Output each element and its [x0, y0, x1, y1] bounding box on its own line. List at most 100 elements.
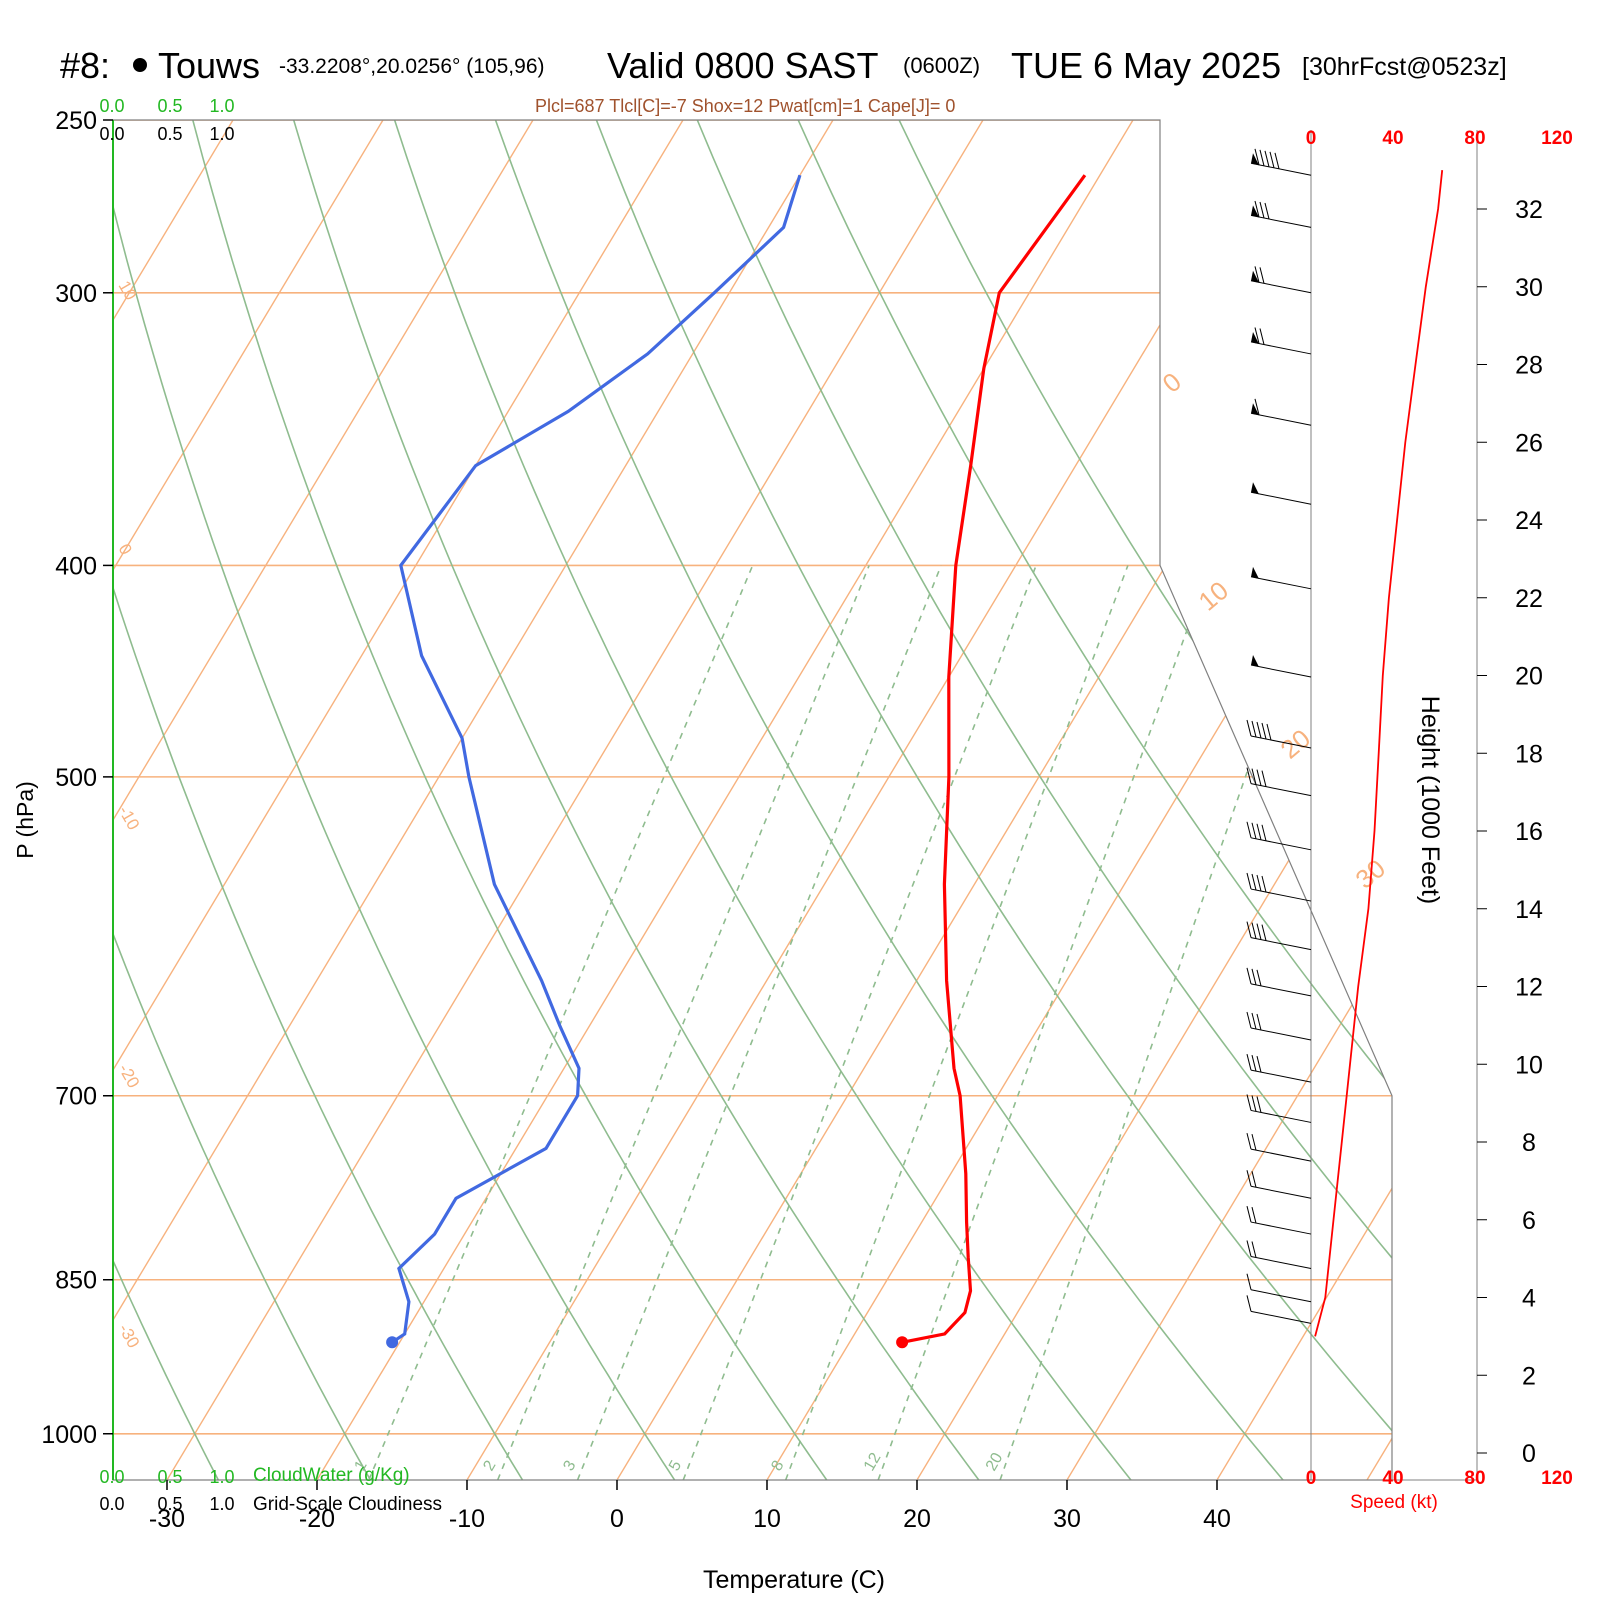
isotherm-label: 10: [1193, 575, 1234, 617]
mixing-ratio-line: [576, 565, 942, 1480]
wind-barb-icon: [1246, 1273, 1312, 1303]
cloudiness-tick-top: 0.0: [99, 124, 124, 144]
isotherm-label: -20: [115, 1061, 144, 1092]
barb-feather: [1261, 875, 1267, 893]
isotherm-line: [1517, 120, 1600, 1480]
diagram-grid: [0, 120, 1600, 1480]
speed-tick-top: 0: [1306, 128, 1317, 149]
barb-staff: [1250, 1221, 1312, 1235]
cloudwater-tick-bottom: 1.0: [209, 1467, 234, 1487]
mixing-ratio-line: [682, 565, 1037, 1480]
dry-adiabat-line: [898, 120, 1392, 1480]
barb-feather: [1264, 150, 1270, 167]
height-tick-label: 2: [1522, 1362, 1536, 1390]
barb-feather: [1261, 824, 1267, 841]
barb-feather: [1251, 873, 1257, 891]
height-tick-label: 30: [1515, 274, 1543, 302]
x-tick-label: 20: [903, 1505, 931, 1533]
barb-staff: [1250, 1256, 1312, 1270]
surface-temperature-marker: [896, 1336, 909, 1349]
barb-feather: [1246, 872, 1252, 890]
barb-feather: [1254, 200, 1260, 218]
aux-line: [63, 120, 1124, 1480]
barb-feather: [1254, 266, 1260, 283]
cloudiness-tick-top: 0.5: [157, 124, 182, 144]
isotherm-line: [113, 120, 684, 1480]
barb-feather: [1251, 1134, 1257, 1151]
isotherm-line: [766, 120, 1392, 1480]
barb-feather: [1251, 1206, 1257, 1224]
barb-staff: [1250, 280, 1312, 294]
pressure-axis-ticks: 250 300 400 500 700 850 1000: [41, 107, 113, 1449]
barb-pennant: [1251, 153, 1259, 166]
wind-barb-icon: [1246, 1295, 1312, 1324]
barb-pennant: [1251, 403, 1259, 416]
barb-feather: [1246, 1273, 1252, 1290]
mixing-ratio-line: [877, 565, 1212, 1480]
cloudiness-tick-bottom: 1.0: [209, 1494, 234, 1514]
barb-pennant: [1251, 205, 1259, 218]
barb-feather: [1259, 328, 1265, 345]
barb-staff: [1250, 983, 1312, 997]
height-tick-label: 14: [1515, 896, 1543, 924]
aux-line: [663, 120, 1600, 1480]
barb-feather: [1256, 1096, 1262, 1113]
isotherm-line: [113, 120, 534, 1480]
barb-feather: [1246, 1240, 1252, 1257]
barb-pennant: [1251, 331, 1259, 344]
barb-feather: [1251, 1095, 1257, 1112]
barb-staff: [1250, 576, 1312, 590]
barb-feather: [1261, 770, 1267, 787]
aux-line: [0, 120, 974, 1480]
barb-feather: [1246, 719, 1252, 737]
aux-line: [1113, 120, 1600, 1480]
x-tick-label: 0: [610, 1505, 624, 1533]
barb-feather: [1254, 148, 1260, 165]
speed-tick-bottom: 80: [1464, 1468, 1485, 1489]
x-tick-label: 10: [753, 1505, 781, 1533]
speed-tick-bottom: 120: [1541, 1468, 1573, 1489]
station-name: Touws: [158, 45, 260, 86]
p-tick-label: 250: [55, 107, 97, 135]
p-tick-label: 1000: [41, 1421, 97, 1449]
barb-feather: [1251, 1012, 1257, 1030]
station-number: #8:: [60, 45, 110, 86]
p-tick-label: 700: [55, 1083, 97, 1111]
barb-feather: [1264, 202, 1270, 220]
surface-dewpoint-marker: [386, 1336, 399, 1349]
aux-line: [0, 120, 674, 1480]
barb-feather: [1251, 922, 1257, 939]
barb-staff: [1250, 1310, 1312, 1324]
barb-feather: [1246, 1170, 1252, 1187]
wind-barb-icon: [1250, 327, 1312, 355]
cloudwater-label: CloudWater (g/Kg): [253, 1465, 410, 1486]
wind-speed-line: [1314, 170, 1444, 1337]
x-axis-label: Temperature (C): [703, 1566, 885, 1594]
wind-barb-icon: [1250, 566, 1312, 590]
wind-barb-icon: [1250, 200, 1312, 228]
cloudiness-tick-top: 1.0: [209, 124, 234, 144]
wind-barb-icon: [1246, 1133, 1312, 1162]
wind-barb-icon: [1246, 921, 1312, 951]
barb-staff: [1250, 1148, 1312, 1162]
barb-feather: [1254, 327, 1260, 344]
mixing-ratio-line: [368, 565, 754, 1480]
height-axis-label: Height (1000 Feet): [1416, 696, 1444, 904]
y-axis-label: P (hPa): [12, 781, 38, 859]
x-tick-label: -10: [449, 1505, 485, 1533]
dry-adiabat-line: [113, 120, 676, 1480]
barb-feather: [1256, 923, 1262, 940]
height-tick-label: 26: [1515, 429, 1543, 457]
dewpoint-profile-line: [391, 174, 802, 1344]
valid-time: Valid 0800 SAST: [607, 45, 879, 86]
aux-line: [0, 120, 824, 1480]
speed-tick-top: 80: [1464, 128, 1485, 149]
dry-adiabat-line: [113, 120, 220, 1480]
barb-feather: [1246, 967, 1252, 985]
aux-line: [513, 120, 1574, 1480]
isotherm-line: [1066, 120, 1392, 1480]
wind-barb-icon: [1246, 1170, 1312, 1199]
barb-staff: [1250, 664, 1312, 678]
isotherm-label: 0: [115, 541, 136, 559]
wind-barb-icon: [1250, 482, 1312, 505]
